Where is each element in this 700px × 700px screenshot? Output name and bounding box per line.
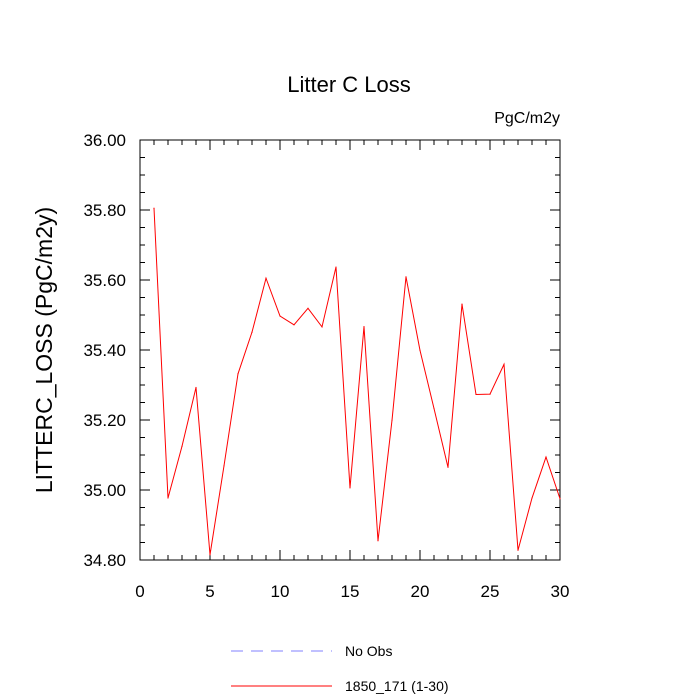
data-point: [195, 386, 197, 389]
data-point: [237, 373, 239, 375]
data-point: [265, 277, 267, 279]
series-lines: [153, 207, 561, 556]
data-point: [419, 349, 421, 351]
data-point: [167, 497, 169, 499]
y-axis-ticks: 34.80 35.00 35.20 35.40 35.60 35.80 36.00: [83, 131, 560, 570]
data-point: [377, 540, 379, 542]
x-tick-label: 0: [135, 582, 144, 601]
chart-title: Litter C Loss: [287, 72, 411, 97]
data-point: [335, 266, 337, 268]
data-point: [251, 331, 253, 333]
data-point: [279, 315, 281, 317]
data-point: [223, 465, 225, 467]
data-point: [293, 324, 295, 326]
data-point: [363, 325, 365, 328]
y-tick-label: 35.80: [83, 201, 126, 220]
x-tick-label: 20: [411, 582, 430, 601]
x-tick-label: 5: [205, 582, 214, 601]
x-tick-label: 15: [341, 582, 360, 601]
x-tick-label: 30: [551, 582, 570, 601]
series-line: [153, 208, 561, 555]
legend-label: 1850_171 (1-30): [345, 678, 449, 694]
data-point: [489, 393, 491, 395]
data-point: [405, 276, 407, 278]
data-point: [181, 445, 183, 447]
data-point: [461, 303, 463, 305]
data-point: [433, 407, 435, 410]
data-point: [475, 393, 477, 396]
data-point: [209, 554, 211, 556]
data-point: [391, 419, 393, 421]
y-tick-label: 35.20: [83, 411, 126, 430]
y-tick-label: 36.00: [83, 131, 126, 150]
x-axis-ticks: 0 5 10 15 20 25 30: [135, 140, 569, 601]
data-point: [153, 207, 155, 209]
data-point: [559, 498, 561, 500]
y-minor-ticks: [140, 139, 560, 561]
y-axis-label: LITTERC_LOSS (PgC/m2y): [31, 207, 57, 493]
y-tick-label: 35.60: [83, 271, 126, 290]
y-tick-label: 35.40: [83, 341, 126, 360]
data-point: [321, 326, 323, 328]
y-tick-label: 35.00: [83, 481, 126, 500]
y-tick-label: 34.80: [83, 551, 126, 570]
plot-frame: [139, 139, 561, 561]
x-minor-ticks: [139, 140, 561, 560]
data-point: [517, 549, 519, 551]
data-point: [545, 456, 547, 458]
data-point: [447, 466, 449, 468]
data-point: [503, 363, 505, 365]
data-point: [531, 497, 533, 499]
data-point: [307, 307, 309, 309]
x-tick-label: 10: [271, 582, 290, 601]
x-tick-label: 25: [481, 582, 500, 601]
legend: No Obs 1850_171 (1-30): [231, 643, 449, 694]
data-point: [349, 487, 351, 489]
units-label: PgC/m2y: [494, 110, 560, 127]
legend-label: No Obs: [345, 643, 392, 659]
